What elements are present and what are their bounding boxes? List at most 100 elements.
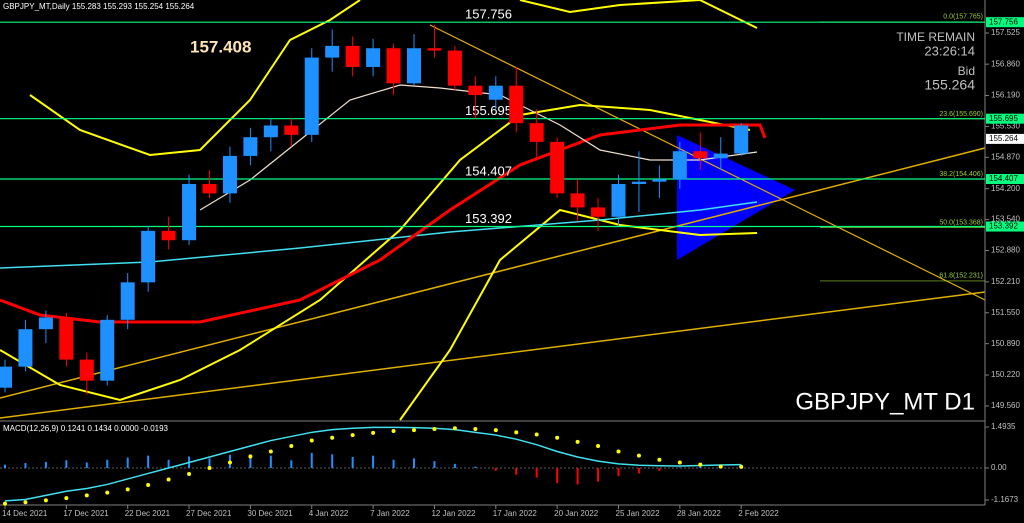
candle-body: [100, 319, 115, 381]
y-tick-label: 152.880: [991, 246, 1020, 255]
signal-dot: [391, 428, 396, 433]
level-label: 157.756: [465, 7, 512, 22]
signal-dot: [412, 428, 416, 433]
band-upper: [519, 0, 758, 29]
triangle-pattern: [677, 135, 795, 260]
candle-body: [304, 57, 319, 135]
signal-dot: [268, 449, 273, 454]
macd-header: MACD(12,26,9) 0.1241 0.1434 0.0000 -0.01…: [3, 424, 169, 433]
x-tick-label: 22 Dec 2021: [125, 509, 171, 518]
bid-price-label: 155.264: [989, 134, 1018, 143]
time-remain: 23:26:14: [924, 43, 975, 58]
x-tick-label: 17 Jan 2022: [493, 509, 538, 518]
band-lower: [399, 208, 758, 421]
signal-dot: [718, 464, 723, 469]
candle-body: [407, 48, 421, 84]
candle-body: [284, 125, 299, 135]
signal-dot: [555, 435, 560, 440]
level-price-label: 155.695: [989, 114, 1018, 123]
signal-dot: [493, 428, 498, 433]
candle-body: [366, 48, 381, 67]
signal-dot: [330, 435, 335, 440]
candle-body: [509, 85, 524, 124]
level-label: 155.695: [465, 103, 512, 118]
bid-price-box: [986, 133, 1024, 144]
candle-body: [38, 317, 53, 330]
signal-dot: [309, 438, 314, 443]
level-label: 154.407: [465, 163, 512, 178]
signal-dot: [596, 444, 601, 449]
y-tick-label: 156.860: [991, 59, 1020, 68]
signal-dot: [64, 496, 69, 501]
signal-dot: [636, 453, 641, 458]
candle-body: [325, 45, 340, 58]
signal-dot: [657, 457, 662, 462]
signal-dot: [105, 490, 110, 495]
candle-body: [468, 85, 483, 96]
high-annotation: 157.408: [190, 37, 251, 56]
y-tick-label: 157.525: [991, 28, 1020, 37]
time-remain-label: TIME REMAIN: [896, 30, 975, 44]
signal-dot: [43, 498, 48, 503]
signal-dot: [616, 449, 621, 454]
x-tick-label: 4 Jan 2022: [309, 509, 349, 518]
candle-body: [693, 151, 708, 159]
y-tick-label: 152.210: [991, 277, 1020, 286]
y-tick-label: 154.870: [991, 152, 1020, 161]
candle-body: [386, 48, 401, 84]
level-price-box: [986, 221, 1024, 232]
candle-body: [529, 123, 544, 142]
signal-dot: [677, 460, 682, 465]
x-tick-label: 7 Jan 2022: [370, 509, 410, 518]
signal-dot: [125, 487, 130, 492]
y-tick-label: 156.190: [991, 91, 1020, 100]
x-tick-label: 27 Dec 2021: [186, 509, 232, 518]
y-tick-label: 155.530: [991, 122, 1020, 131]
candle-body: [427, 48, 442, 51]
signal-dot: [350, 433, 355, 438]
signal-dot: [3, 501, 7, 506]
bid-label: Bid: [958, 64, 975, 78]
level-price-label: 157.756: [989, 17, 1018, 26]
signal-dot: [575, 439, 580, 444]
signal-dot: [146, 482, 151, 487]
x-tick-label: 12 Jan 2022: [431, 509, 476, 518]
y-tick-label: 151.550: [991, 308, 1020, 317]
signal-dot: [248, 454, 253, 459]
y-tick-label: 149.560: [991, 401, 1020, 410]
candle-body: [141, 230, 156, 283]
signal-dot: [534, 432, 539, 437]
band-middle: [0, 103, 751, 402]
y-tick-label: 1.4935: [991, 422, 1016, 431]
fib-label: 50.0(153.368): [939, 219, 983, 226]
fib-label: 38.2(154.406): [939, 171, 983, 178]
candle-body: [120, 282, 135, 320]
signal-dot: [84, 493, 89, 498]
signal-dot: [207, 465, 212, 470]
signal-dot: [698, 462, 703, 467]
candle-body: [550, 141, 565, 194]
candle-body: [570, 193, 585, 208]
trend-line: [429, 24, 986, 301]
bid-price: 155.264: [924, 77, 975, 93]
trend-line: [0, 291, 986, 419]
chart-header: GBPJPY_MT,Daily 155.283 155.293 155.254 …: [3, 2, 195, 11]
candle-body: [263, 125, 278, 138]
candle-body: [79, 359, 94, 381]
y-tick-label: -1.1673: [991, 495, 1019, 504]
x-tick-label: 30 Dec 2021: [247, 509, 293, 518]
candle-body: [652, 179, 667, 182]
candle-body: [631, 181, 646, 185]
y-tick-label: 153.540: [991, 215, 1020, 224]
fib-label: 61.8(152.231): [939, 273, 983, 280]
signal-dot: [187, 472, 192, 477]
level-price-box: [986, 17, 1024, 28]
fib-label: 23.6(155.690): [939, 111, 983, 118]
candle-body: [345, 45, 360, 67]
symbol-label: GBPJPY_MT D1: [795, 388, 975, 415]
candle-body: [672, 151, 687, 180]
level-price-label: 154.407: [989, 174, 1018, 183]
band-upper: [29, 0, 361, 157]
signal-dot: [452, 426, 457, 431]
y-tick-label: 0.00: [991, 463, 1007, 472]
